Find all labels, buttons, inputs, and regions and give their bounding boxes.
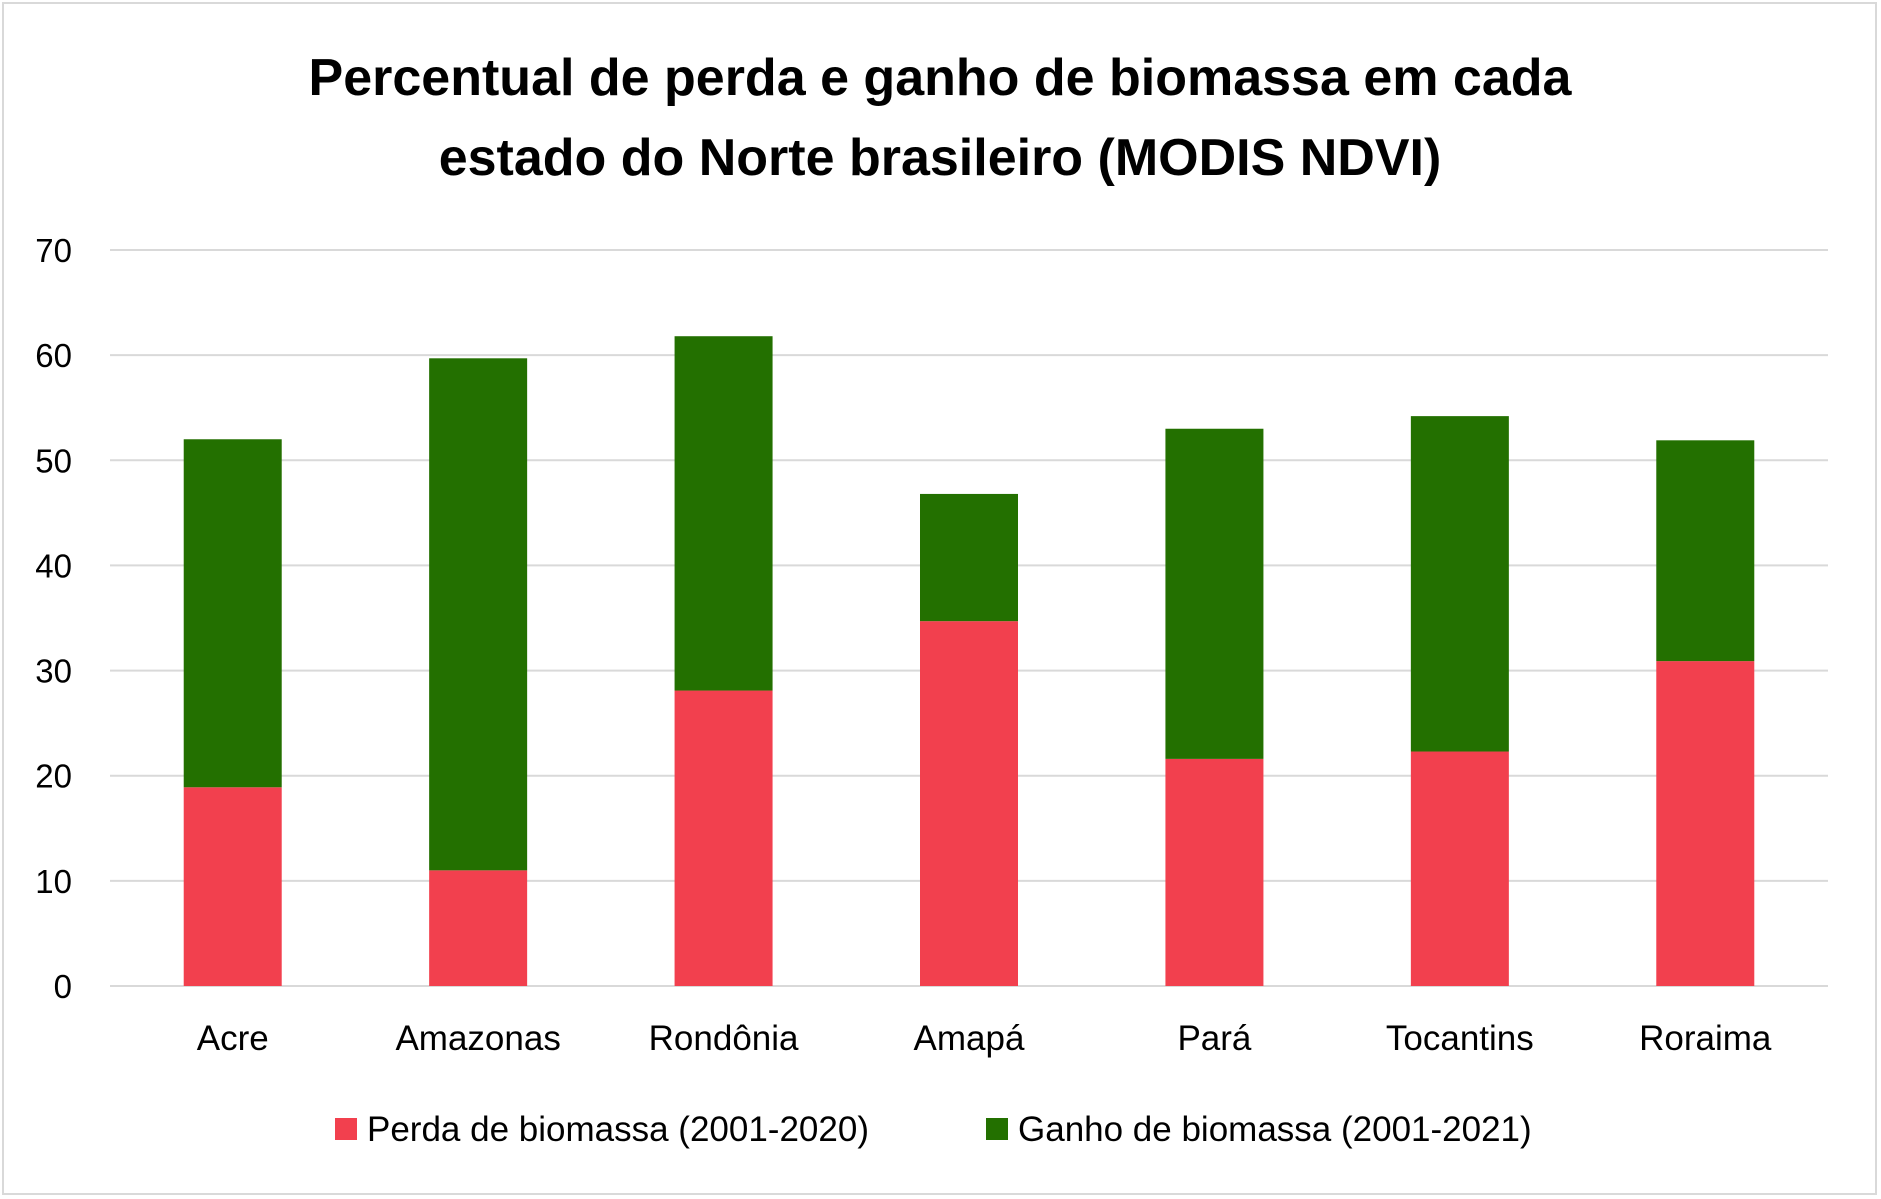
bar-perda-pará [1165,758,1264,986]
y-tick-label: 20 [35,758,72,795]
bar-perda-acre [183,787,282,986]
bar-perda-rondônia [674,690,773,986]
legend-label: Perda de biomassa (2001-2020) [367,1110,869,1149]
x-category-label: Amapá [914,1019,1025,1058]
y-tick-label: 30 [35,653,72,690]
legend: Perda de biomassa (2001-2020) Ganho de bi… [335,1110,1532,1149]
bar-perda-amapá [920,621,1018,986]
bar-perda-amazonas [429,870,528,986]
x-category-label: Amazonas [395,1019,560,1058]
bar-ganho-pará [1165,428,1264,759]
x-category-label: Roraima [1639,1019,1772,1058]
legend-label: Ganho de biomassa (2001-2021) [1018,1110,1532,1149]
y-tick-label: 0 [54,968,72,1005]
y-axis: 0 10 20 30 40 50 60 70 [35,232,72,1005]
bar-ganho-amapá [920,493,1018,622]
legend-swatch [986,1118,1008,1140]
chart-title-line-2: estado do Norte brasileiro (MODIS NDVI) [439,129,1442,187]
y-tick-label: 60 [35,337,72,374]
x-category-label: Tocantins [1386,1019,1534,1058]
x-category-label: Acre [197,1019,269,1058]
y-tick-label: 40 [35,547,72,584]
y-tick-label: 10 [35,863,72,900]
bar-ganho-acre [183,439,282,788]
bar-ganho-rondônia [674,336,773,691]
legend-swatch [335,1118,357,1140]
bar-ganho-tocantins [1410,416,1509,752]
y-tick-label: 70 [35,232,72,269]
bar-ganho-roraima [1656,440,1755,662]
bar-perda-roraima [1656,661,1755,986]
chart-title-line-1: Percentual de perda e ganho de biomassa … [309,49,1573,107]
bar-perda-tocantins [1410,751,1509,986]
x-category-label: Pará [1177,1019,1251,1058]
bars [183,336,1755,986]
x-axis: Acre Amazonas Rondônia Amapá Pará Tocantins Ro… [197,1019,1772,1058]
x-category-label: Rondônia [649,1019,799,1058]
bar-ganho-amazonas [429,358,528,871]
y-tick-label: 50 [35,442,72,479]
